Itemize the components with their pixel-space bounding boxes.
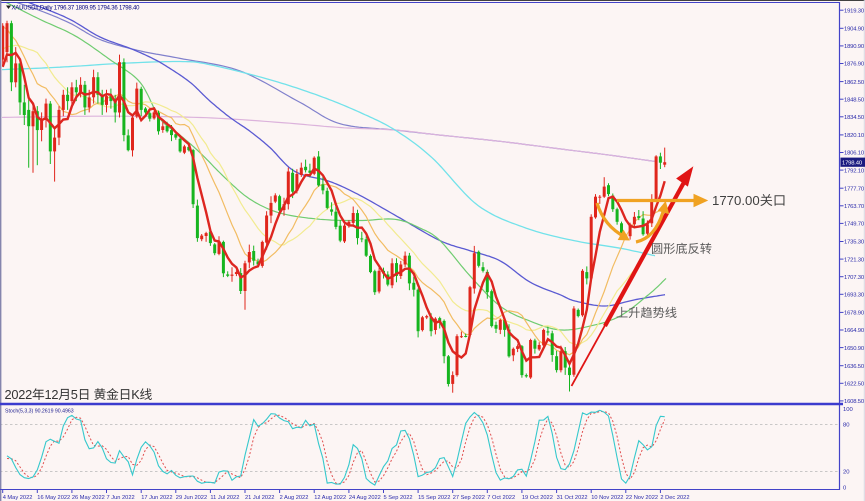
svg-text:1820.10: 1820.10 <box>844 133 865 139</box>
svg-text:1904.90: 1904.90 <box>844 27 865 33</box>
svg-text:12 Aug 2022: 12 Aug 2022 <box>314 495 346 501</box>
svg-text:0: 0 <box>843 485 847 491</box>
svg-text:K: K <box>131 387 140 402</box>
svg-text:1876.90: 1876.90 <box>844 62 865 68</box>
svg-text:XAUUSD#,Daily 1796.37 1809.95: XAUUSD#,Daily 1796.37 1809.95 1794.36 17… <box>12 5 141 11</box>
svg-text:1650.90: 1650.90 <box>844 346 865 352</box>
svg-text:100: 100 <box>843 407 854 413</box>
svg-text:1608.50: 1608.50 <box>844 399 865 405</box>
svg-text:1798.40: 1798.40 <box>842 161 863 167</box>
svg-text:4 May 2022: 4 May 2022 <box>3 495 33 501</box>
svg-text:22 Nov 2022: 22 Nov 2022 <box>626 495 658 501</box>
svg-text:15 Sep 2022: 15 Sep 2022 <box>418 495 450 501</box>
svg-text:2022: 2022 <box>5 387 33 402</box>
svg-text:5: 5 <box>71 387 78 402</box>
svg-text:5 Sep 2022: 5 Sep 2022 <box>384 495 413 501</box>
svg-text:11 Jul 2022: 11 Jul 2022 <box>210 495 239 501</box>
svg-text:29 Jun 2022: 29 Jun 2022 <box>176 495 207 501</box>
svg-text:1806.10: 1806.10 <box>844 151 865 157</box>
svg-text:7 Jun 2022: 7 Jun 2022 <box>107 495 135 501</box>
svg-text:1919.30: 1919.30 <box>844 8 865 14</box>
svg-text:1678.90: 1678.90 <box>844 311 865 317</box>
svg-text:1862.50: 1862.50 <box>844 80 865 86</box>
svg-text:1763.70: 1763.70 <box>844 204 865 210</box>
svg-text:1664.90: 1664.90 <box>844 328 865 334</box>
svg-text:19 Oct 2022: 19 Oct 2022 <box>522 495 553 501</box>
svg-text:26 May 2022: 26 May 2022 <box>72 495 105 501</box>
svg-text:Stoch(5,3,3) 90.2619 90.4963: Stoch(5,3,3) 90.2619 90.4963 <box>5 409 74 415</box>
svg-text:1749.70: 1749.70 <box>844 222 865 228</box>
svg-text:27 Sep 2022: 27 Sep 2022 <box>453 495 485 501</box>
svg-text:1770.00: 1770.00 <box>712 193 760 208</box>
svg-text:31 Oct 2022: 31 Oct 2022 <box>557 495 588 501</box>
svg-text:12: 12 <box>45 387 59 402</box>
svg-text:80: 80 <box>843 423 850 429</box>
svg-text:1707.30: 1707.30 <box>844 275 865 281</box>
svg-text:2 Aug 2022: 2 Aug 2022 <box>280 495 309 501</box>
svg-text:10 Nov 2022: 10 Nov 2022 <box>591 495 623 501</box>
svg-text:2 Dec 2022: 2 Dec 2022 <box>660 495 689 501</box>
svg-text:24 Aug 2022: 24 Aug 2022 <box>349 495 381 501</box>
svg-text:1636.50: 1636.50 <box>844 364 865 370</box>
svg-text:1693.30: 1693.30 <box>844 293 865 299</box>
svg-text:1834.50: 1834.50 <box>844 115 865 121</box>
svg-text:16 May 2022: 16 May 2022 <box>37 495 70 501</box>
svg-text:21 Jul 2022: 21 Jul 2022 <box>245 495 274 501</box>
svg-text:1890.90: 1890.90 <box>844 44 865 50</box>
svg-text:1622.50: 1622.50 <box>844 382 865 388</box>
svg-text:17 Jun 2022: 17 Jun 2022 <box>141 495 172 501</box>
svg-text:1721.30: 1721.30 <box>844 257 865 263</box>
svg-text:20: 20 <box>843 470 850 476</box>
svg-text:1735.30: 1735.30 <box>844 240 865 246</box>
svg-text:7 Oct 2022: 7 Oct 2022 <box>487 495 515 501</box>
svg-text:1777.70: 1777.70 <box>844 186 865 192</box>
svg-text:1848.50: 1848.50 <box>844 97 865 103</box>
svg-text:1792.10: 1792.10 <box>844 168 865 174</box>
